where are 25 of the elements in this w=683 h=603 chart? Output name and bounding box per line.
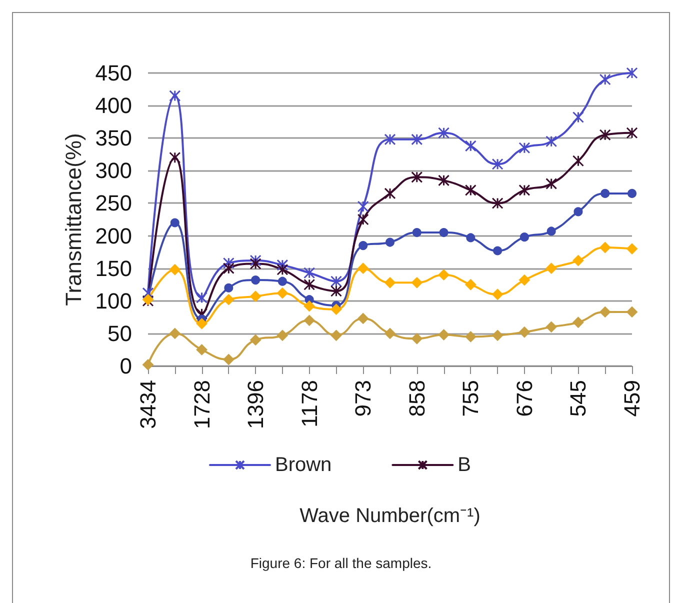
y-tick-label: 50 <box>108 320 132 346</box>
y-tick-label: 150 <box>95 256 132 281</box>
legend-label: B <box>458 454 472 476</box>
legend-label: Brown <box>274 454 332 476</box>
x-tick-label: 459 <box>620 380 644 417</box>
y-tick-label: 100 <box>95 288 132 314</box>
x-tick-label: 1728 <box>189 380 214 429</box>
y-axis-title: Transmittance(%) <box>60 133 86 306</box>
x-tick-label: 1396 <box>243 380 268 429</box>
y-tick-label: 350 <box>95 126 132 151</box>
y-tick-label: 450 <box>95 60 132 86</box>
x-tick-label: 755 <box>458 380 484 417</box>
x-tick-label: 3434 <box>136 380 160 429</box>
x-tick-label: 1178 <box>296 380 322 428</box>
x-tick-label: 973 <box>350 380 376 417</box>
y-tick-label: 200 <box>95 223 132 248</box>
x-tick-label: 858 <box>404 380 430 417</box>
x-axis-title: Wave Number(cm⁻¹) <box>300 505 480 527</box>
y-tick-label: 250 <box>95 190 132 216</box>
y-tick-label: 0 <box>120 354 132 378</box>
x-tick-label: 545 <box>566 380 591 417</box>
y-tick-label: 300 <box>95 158 132 184</box>
x-tick-label: 676 <box>512 380 537 417</box>
caption: Figure 6: For all the samples. <box>249 555 433 571</box>
y-tick-label: 400 <box>95 93 132 118</box>
